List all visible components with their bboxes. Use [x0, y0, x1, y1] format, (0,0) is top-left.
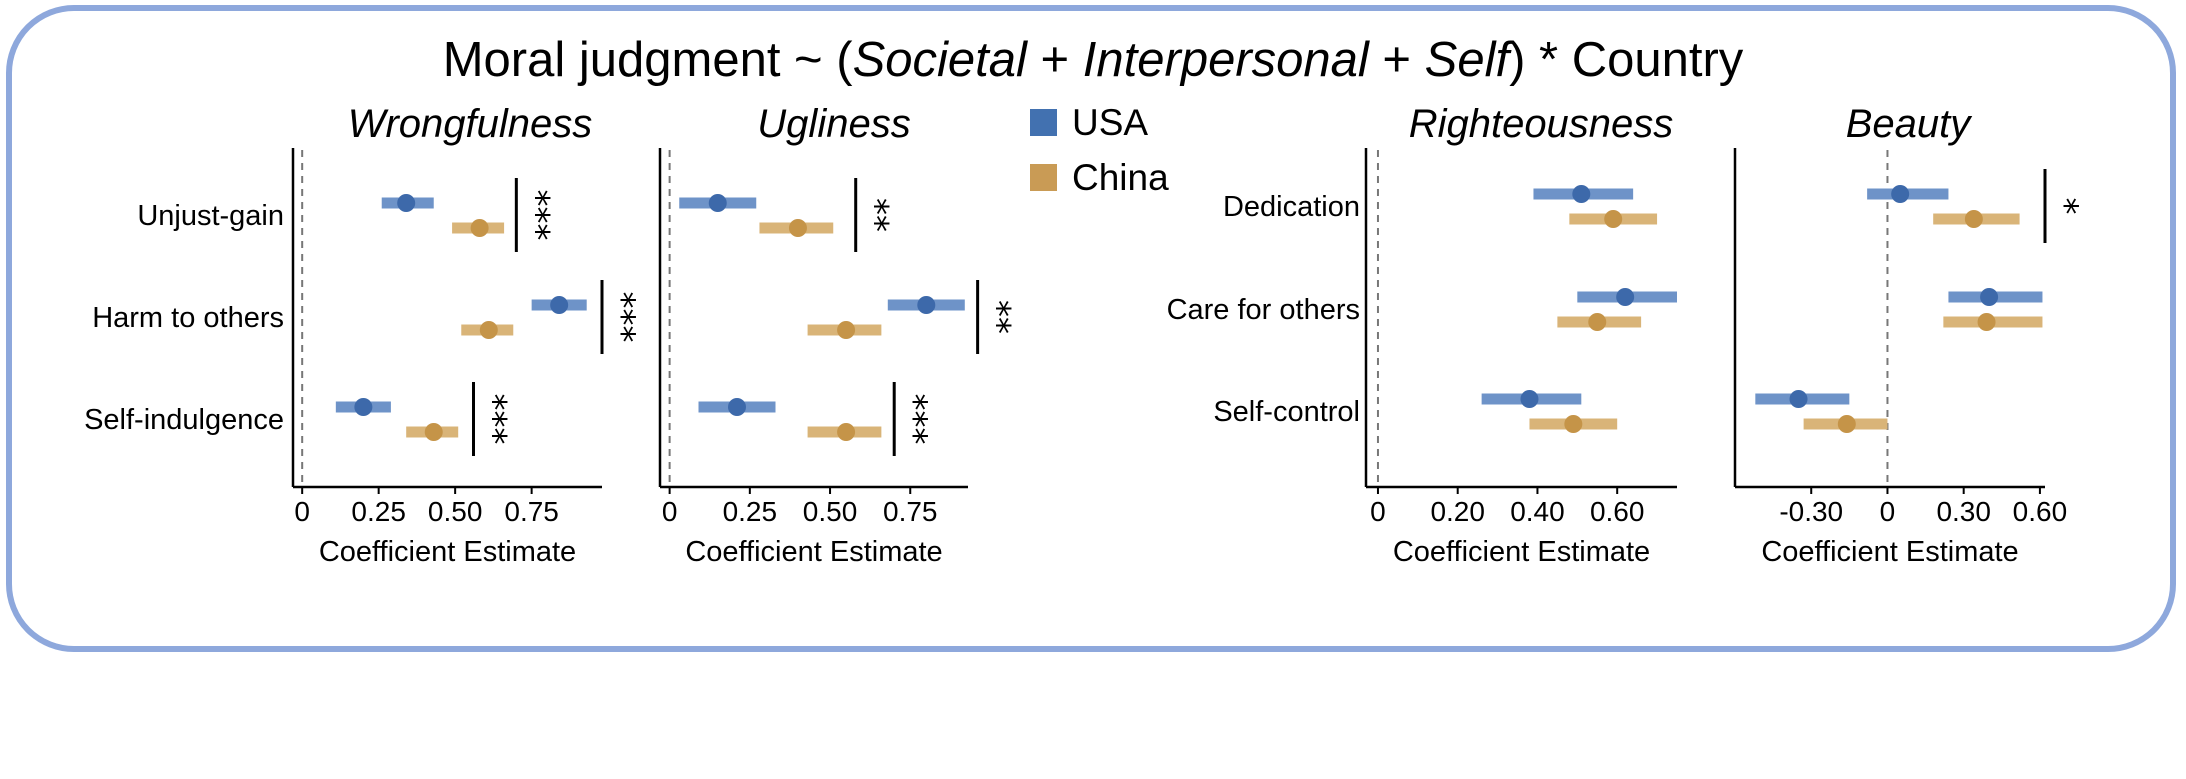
x-tick-label: -0.30 [1779, 496, 1843, 527]
category-label-self-indulgence: Self-indulgence [84, 404, 284, 436]
x-tick-label: 0.20 [1430, 496, 1485, 527]
significance-stars: ** [978, 300, 1018, 334]
category-label-harm-to-others: Harm to others [92, 302, 284, 334]
panel-wrongfulness: Wrongfulness 0 0.25 0.50 0.75 Coefficient Est… [84, 102, 642, 568]
x-axis-label: Coefficient Estimate [1761, 536, 2018, 568]
title-term-societal: Societal [852, 33, 1027, 87]
title-prefix: Moral judgment ~ ( [442, 33, 853, 87]
panel-title: Beauty [1846, 102, 1974, 146]
figure-title: Moral judgment ~ (Societal + Interperson… [0, 29, 2186, 91]
point-estimate-china-harm-to-others [479, 321, 498, 339]
point-estimate-usa-self-control [1789, 390, 1808, 408]
point-estimate-usa-unjust-gain [397, 194, 416, 212]
x-axis-label: Coefficient Estimate [685, 536, 942, 568]
legend-swatch-china [1030, 164, 1057, 191]
figure-frame [6, 5, 2176, 652]
point-estimate-usa-care-for-others [1980, 288, 1999, 306]
x-tick-label: 0.50 [803, 496, 858, 527]
point-estimate-china-self-control [1564, 415, 1583, 433]
panel-title: Ugliness [757, 102, 910, 146]
point-estimate-usa-care-for-others [1616, 288, 1635, 306]
title-plus-1: + [1026, 33, 1083, 87]
x-tick-label: 0.75 [883, 496, 938, 527]
x-tick-label: 0.60 [1590, 496, 1645, 527]
point-estimate-china-unjust-gain [470, 219, 489, 237]
title-term-self: Self [1424, 33, 1510, 87]
x-tick-label: 0.25 [723, 496, 778, 527]
x-tick-label: 0.50 [428, 496, 483, 527]
point-estimate-usa-dedication [1572, 185, 1591, 203]
significance-stars: *** [474, 394, 514, 445]
point-estimate-china-unjust-gain [788, 219, 807, 237]
panel-title: Wrongfulness [348, 102, 593, 146]
title-plus-2: + [1368, 33, 1425, 87]
point-estimate-china-care-for-others [1588, 313, 1607, 331]
x-tick-label: 0 [662, 496, 678, 527]
x-tick-label: 0.60 [2013, 496, 2068, 527]
legend-label-usa: USA [1072, 102, 1149, 143]
legend-label-china: China [1072, 157, 1169, 198]
x-tick-label: 0 [1370, 496, 1386, 527]
category-label-self-control: Self-control [1213, 396, 1360, 428]
x-tick-label: 0 [1880, 496, 1896, 527]
x-axis-label: Coefficient Estimate [1393, 536, 1650, 568]
point-estimate-usa-unjust-gain [708, 194, 727, 212]
x-tick-label: 0.30 [1936, 496, 1991, 527]
panel-righteousness: Righteousness 0 0.20 0.40 0.60 Coefficient Es… [1167, 102, 1677, 568]
point-estimate-usa-self-indulgence [728, 398, 746, 416]
title-suffix: ) * Country [1509, 33, 1744, 87]
significance-stars: *** [894, 394, 934, 445]
significance-stars: * [2045, 198, 2085, 215]
title-term-interpersonal: Interpersonal [1082, 33, 1369, 87]
x-tick-label: 0.75 [504, 496, 559, 527]
point-estimate-china-dedication [1964, 210, 1983, 228]
point-estimate-usa-dedication [1891, 185, 1910, 203]
x-tick-label: 0 [294, 496, 310, 527]
category-label-dedication: Dedication [1223, 191, 1360, 223]
point-estimate-china-self-indulgence [837, 423, 856, 441]
significance-stars: *** [516, 190, 556, 241]
legend-swatch-usa [1030, 109, 1057, 136]
panel-title: Righteousness [1409, 102, 1674, 146]
point-estimate-china-harm-to-others [837, 321, 856, 339]
point-estimate-china-self-control [1837, 415, 1856, 433]
category-label-unjust-gain: Unjust-gain [137, 200, 284, 232]
point-estimate-china-self-indulgence [424, 423, 443, 441]
point-estimate-usa-harm-to-others [917, 296, 936, 314]
panel-beauty: Beauty -0.30 0 0.30 0.60 Coefficient Estimate… [1733, 102, 2085, 568]
significance-stars: *** [602, 292, 642, 343]
category-label-care-for-others: Care for others [1167, 294, 1360, 326]
point-estimate-china-care-for-others [1977, 313, 1996, 331]
point-estimate-china-dedication [1604, 210, 1623, 228]
point-estimate-usa-self-control [1520, 390, 1539, 408]
x-tick-label: 0.25 [351, 496, 406, 527]
x-axis-label: Coefficient Estimate [319, 536, 576, 568]
panel-ugliness: Ugliness 0 0.25 0.50 0.75 Coefficient Estimat… [658, 102, 1018, 568]
point-estimate-usa-self-indulgence [354, 398, 373, 416]
point-estimate-usa-harm-to-others [550, 296, 569, 314]
x-tick-label: 0.40 [1510, 496, 1565, 527]
significance-stars: ** [856, 198, 896, 232]
